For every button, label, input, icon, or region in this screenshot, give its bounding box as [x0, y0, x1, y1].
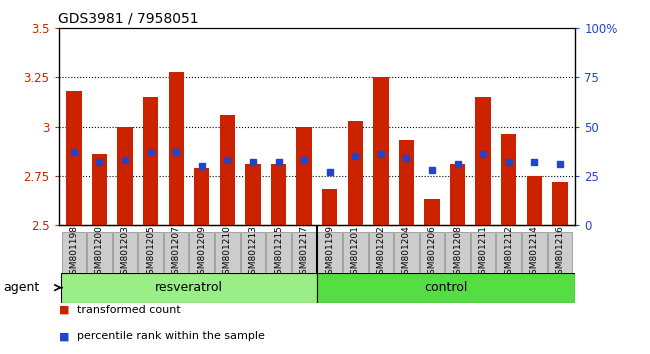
Bar — [373, 78, 389, 225]
Bar — [190, 232, 214, 273]
Text: GSM801215: GSM801215 — [274, 225, 283, 280]
Bar — [61, 273, 317, 303]
Text: GSM801201: GSM801201 — [351, 225, 359, 280]
Bar — [138, 232, 163, 273]
Text: GSM801217: GSM801217 — [300, 225, 309, 280]
Text: GDS3981 / 7958051: GDS3981 / 7958051 — [58, 12, 199, 26]
Bar — [501, 135, 516, 225]
Text: ■: ■ — [58, 331, 69, 341]
Bar — [194, 168, 209, 225]
Bar — [424, 199, 439, 225]
Bar — [112, 232, 137, 273]
Bar — [143, 97, 158, 225]
Text: GSM801212: GSM801212 — [504, 225, 514, 280]
Bar — [322, 189, 337, 225]
Bar — [87, 232, 112, 273]
Bar — [471, 232, 495, 273]
Text: GSM801208: GSM801208 — [453, 225, 462, 280]
Text: GSM801209: GSM801209 — [197, 225, 206, 280]
Bar — [522, 232, 547, 273]
Text: agent: agent — [3, 281, 40, 294]
Text: GSM801203: GSM801203 — [120, 225, 129, 280]
Text: GSM801200: GSM801200 — [95, 225, 104, 280]
Bar — [215, 232, 240, 273]
Bar — [168, 72, 184, 225]
Text: GSM801199: GSM801199 — [325, 225, 334, 280]
Text: GSM801205: GSM801205 — [146, 225, 155, 280]
Text: transformed count: transformed count — [77, 305, 181, 315]
Text: GSM801213: GSM801213 — [248, 225, 257, 280]
Bar — [547, 232, 572, 273]
Text: GSM801216: GSM801216 — [555, 225, 564, 280]
Bar — [343, 232, 367, 273]
Bar — [445, 232, 470, 273]
Bar — [292, 232, 317, 273]
Text: GSM801198: GSM801198 — [70, 225, 79, 280]
Bar — [296, 127, 312, 225]
Text: GSM801206: GSM801206 — [428, 225, 437, 280]
Bar — [271, 164, 286, 225]
Bar — [526, 176, 542, 225]
Bar — [245, 164, 261, 225]
Text: percentile rank within the sample: percentile rank within the sample — [77, 331, 265, 341]
Text: ■: ■ — [58, 305, 69, 315]
Text: control: control — [424, 281, 468, 294]
Bar — [450, 164, 465, 225]
Bar — [552, 182, 567, 225]
Bar — [92, 154, 107, 225]
Bar — [476, 97, 491, 225]
Bar — [369, 232, 393, 273]
Text: GSM801204: GSM801204 — [402, 225, 411, 280]
Text: GSM801211: GSM801211 — [478, 225, 488, 280]
Bar — [317, 273, 575, 303]
Bar — [62, 232, 86, 273]
Bar — [398, 140, 414, 225]
Text: GSM801202: GSM801202 — [376, 225, 385, 280]
Bar — [118, 127, 133, 225]
Bar — [348, 121, 363, 225]
Bar — [497, 232, 521, 273]
Text: GSM801210: GSM801210 — [223, 225, 232, 280]
Bar — [266, 232, 291, 273]
Text: GSM801214: GSM801214 — [530, 225, 539, 280]
Bar — [394, 232, 419, 273]
Text: GSM801207: GSM801207 — [172, 225, 181, 280]
Bar — [420, 232, 444, 273]
Bar — [240, 232, 265, 273]
Bar — [317, 232, 342, 273]
Bar — [164, 232, 188, 273]
Bar — [66, 91, 81, 225]
Bar — [220, 115, 235, 225]
Text: resveratrol: resveratrol — [155, 281, 223, 294]
